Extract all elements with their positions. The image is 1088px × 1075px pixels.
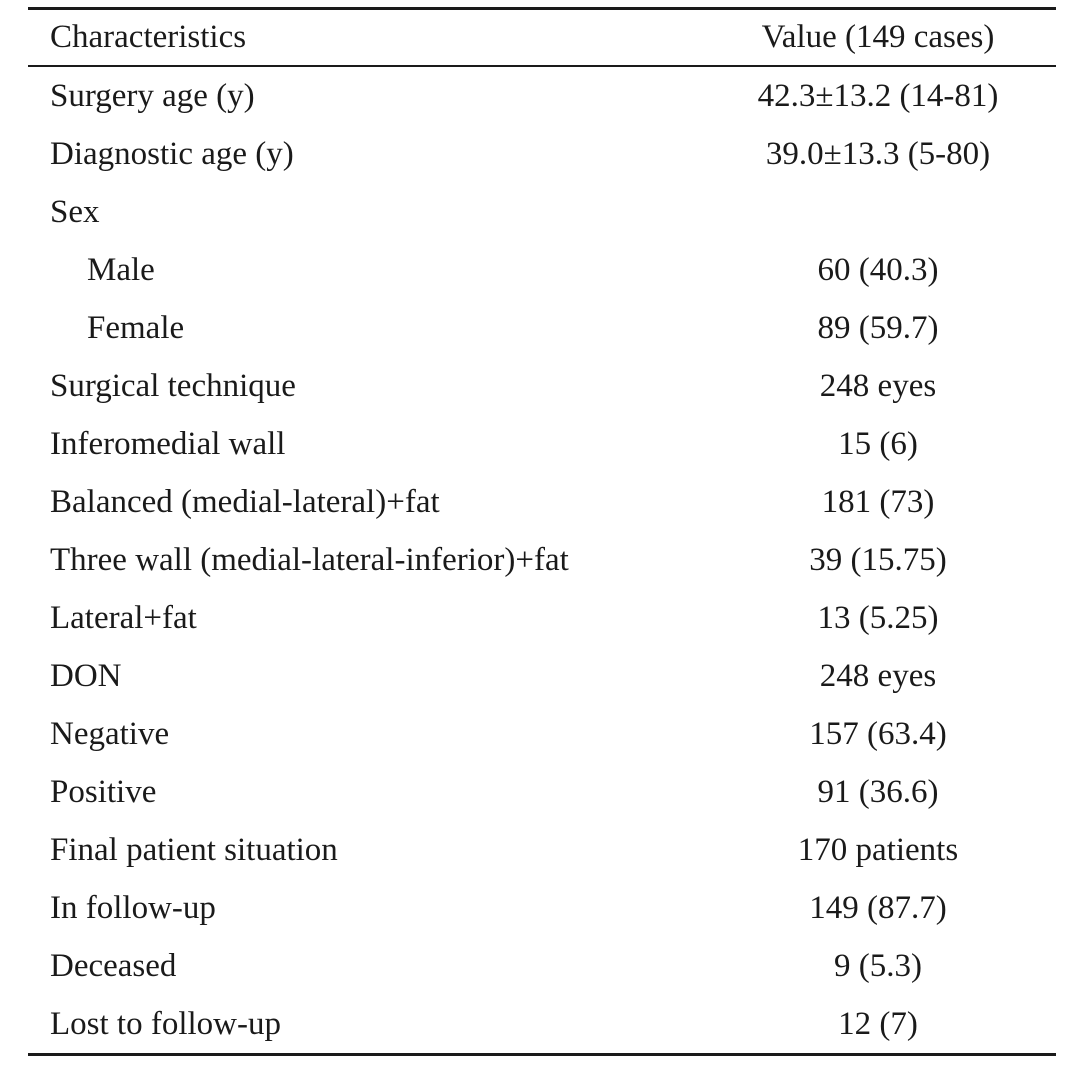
row-value: 15 (6) bbox=[838, 425, 918, 462]
table-row: Negative 157 (63.4) bbox=[28, 705, 1056, 763]
row-label: Deceased bbox=[50, 947, 177, 984]
row-value: 89 (59.7) bbox=[817, 309, 939, 346]
table-row: Lateral+fat 13 (5.25) bbox=[28, 589, 1056, 647]
row-label: Three wall (medial-lateral-inferior)+fat bbox=[50, 541, 569, 578]
table-row: Positive 91 (36.6) bbox=[28, 763, 1056, 821]
table-top-rule bbox=[28, 7, 1056, 10]
row-label: Diagnostic age (y) bbox=[50, 135, 294, 172]
table-row: Deceased 9 (5.3) bbox=[28, 937, 1056, 995]
row-label: Lost to follow-up bbox=[50, 1005, 281, 1042]
row-value: 248 eyes bbox=[819, 657, 937, 694]
row-label: In follow-up bbox=[50, 889, 216, 926]
header-characteristics: Characteristics bbox=[50, 19, 247, 55]
row-label: Surgery age (y) bbox=[50, 77, 255, 114]
row-value: 170 patients bbox=[797, 831, 959, 868]
row-value: 42.3±13.2 (14-81) bbox=[757, 77, 999, 114]
row-value: 12 (7) bbox=[838, 1005, 918, 1042]
table-row: Male 60 (40.3) bbox=[28, 241, 1056, 299]
row-label: Male bbox=[87, 251, 155, 288]
row-label: Negative bbox=[50, 715, 170, 752]
table-header: Characteristics Value (149 cases) bbox=[28, 10, 1056, 65]
row-label: Lateral+fat bbox=[50, 599, 197, 636]
row-value: 39 (15.75) bbox=[809, 541, 947, 578]
table-body: Surgery age (y) 42.3±13.2 (14-81) Diagnost… bbox=[28, 67, 1056, 1053]
table-header-rule bbox=[28, 65, 1056, 67]
row-label: Balanced (medial-lateral)+fat bbox=[50, 483, 440, 520]
row-label: Female bbox=[87, 309, 185, 346]
table-row: In follow-up 149 (87.7) bbox=[28, 879, 1056, 937]
table-row: Diagnostic age (y) 39.0±13.3 (5-80) bbox=[28, 125, 1056, 183]
table-row: DON 248 eyes bbox=[28, 647, 1056, 705]
row-value: 9 (5.3) bbox=[834, 947, 922, 984]
header-row: Characteristics Value (149 cases) bbox=[28, 10, 1056, 65]
row-value: 149 (87.7) bbox=[809, 889, 947, 926]
table-row: Three wall (medial-lateral-inferior)+fat… bbox=[28, 531, 1056, 589]
table-row: Surgical technique 248 eyes bbox=[28, 357, 1056, 415]
row-value: 60 (40.3) bbox=[817, 251, 939, 288]
table-row: Inferomedial wall 15 (6) bbox=[28, 415, 1056, 473]
row-value: 157 (63.4) bbox=[809, 715, 947, 752]
row-value bbox=[700, 183, 1056, 241]
row-value: 181 (73) bbox=[821, 483, 935, 520]
table-row: Balanced (medial-lateral)+fat 181 (73) bbox=[28, 473, 1056, 531]
row-label: Inferomedial wall bbox=[50, 425, 286, 462]
table-bottom-rule bbox=[28, 1053, 1056, 1056]
header-value: Value (149 cases) bbox=[761, 19, 995, 55]
characteristics-table: Characteristics Value (149 cases) Surger… bbox=[28, 7, 1056, 1056]
data-table-body: Surgery age (y) 42.3±13.2 (14-81) Diagnost… bbox=[28, 67, 1056, 1053]
row-label: Positive bbox=[50, 773, 157, 810]
row-label: DON bbox=[50, 657, 122, 694]
row-value: 13 (5.25) bbox=[817, 599, 939, 636]
table-row: Lost to follow-up 12 (7) bbox=[28, 995, 1056, 1053]
row-label: Sex bbox=[50, 193, 100, 230]
table-row: Surgery age (y) 42.3±13.2 (14-81) bbox=[28, 67, 1056, 125]
row-value: 248 eyes bbox=[819, 367, 937, 404]
row-value: 91 (36.6) bbox=[817, 773, 939, 810]
row-label: Final patient situation bbox=[50, 831, 338, 868]
row-value: 39.0±13.3 (5-80) bbox=[765, 135, 991, 172]
table-row: Sex bbox=[28, 183, 1056, 241]
row-label: Surgical technique bbox=[50, 367, 296, 404]
table-row: Female 89 (59.7) bbox=[28, 299, 1056, 357]
data-table: Characteristics Value (149 cases) bbox=[28, 10, 1056, 65]
table-row: Final patient situation 170 patients bbox=[28, 821, 1056, 879]
